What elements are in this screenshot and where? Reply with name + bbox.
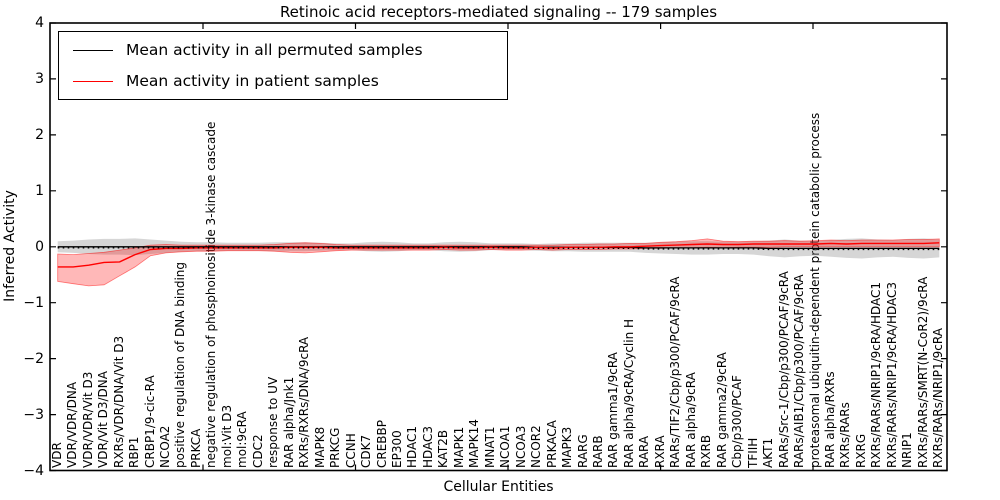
x-tick-label: RARA — [637, 435, 652, 468]
x-tick-label: NCOR2 — [529, 425, 544, 468]
x-tick-label: PRKACA — [544, 420, 559, 468]
y-tick-label: 4 — [35, 15, 44, 31]
x-tick-label: MAPK1 — [451, 426, 466, 468]
x-tick-label: HDAC1 — [405, 425, 420, 468]
x-tick-label: RARs/TIF2/Cbp/p300/PCAF/9cRA — [668, 276, 683, 468]
y-tick-label: −1 — [23, 294, 44, 311]
y-tick-label: 1 — [35, 182, 44, 199]
x-tick-label: VDR/Vit D3/DNA — [96, 371, 111, 468]
x-tick-label: RXRB — [699, 434, 714, 468]
y-tick-label: 3 — [35, 70, 44, 87]
x-tick-label: NRIP1 — [900, 432, 915, 468]
x-tick-label: RAR alpha/RXRs — [823, 371, 837, 468]
x-tick-label: RXRs/RARs/NRIP1/9cRA/HDAC1 — [869, 281, 884, 468]
x-tick-label: NCOA3 — [513, 425, 528, 468]
y-tick-label: 0 — [35, 238, 44, 255]
x-tick-label: RAR gamma1/9cRA — [606, 352, 621, 468]
x-tick-label: MAPK8 — [312, 426, 327, 468]
x-axis-label: Cellular Entities — [443, 479, 554, 495]
x-tick-label: NCOA2 — [157, 425, 172, 468]
x-tick-label: VDR/VDR/DNA — [65, 381, 80, 468]
x-tick-label: PRKCA — [188, 428, 203, 468]
legend-label: Mean activity in all permuted samples — [126, 41, 423, 59]
x-tick-label: CCNH — [343, 433, 358, 468]
x-tick-label: PRKCG — [328, 427, 343, 468]
x-tick-label: HDAC3 — [420, 425, 435, 468]
x-tick-label: RXRs/RARs/SMRT(N-CoR2)/9cRA — [915, 276, 930, 468]
x-tick-label: RAR gamma2/9cRA — [714, 352, 729, 468]
x-tick-label: RXRs/RARs/NRIP1/9cRA/HDAC3 — [884, 281, 899, 468]
x-tick-label: negative regulation of phosphoinositide … — [204, 121, 219, 468]
x-tick-label: MNAT1 — [482, 426, 497, 468]
x-tick-label: response to UV — [266, 376, 281, 468]
x-tick-label: MAPK14 — [467, 419, 482, 468]
chart-title: Retinoic acid receptors-mediated signali… — [279, 3, 718, 21]
x-tick-label: VDR — [49, 442, 64, 468]
x-tick-label: CDC2 — [250, 434, 265, 468]
x-tick-label: RAR alpha/9cRA — [683, 372, 698, 468]
legend-box: Mean activity in all permuted samples Me… — [58, 31, 508, 100]
x-tick-label: RARG — [575, 434, 590, 468]
x-tick-label: RARs/Src-1/Cbp/p300/PCAF/9cRA — [776, 271, 791, 468]
y-tick-label: −3 — [23, 406, 44, 423]
y-tick-label: −2 — [23, 350, 44, 367]
x-tick-label: proteasomal ubiquitin-dependent protein … — [807, 112, 822, 468]
x-tick-label: CRBP1/9-cic-RA — [142, 375, 157, 468]
y-tick-label: −4 — [23, 462, 44, 479]
x-tick-label: NCOA1 — [498, 425, 513, 468]
x-tick-label: CDK7 — [359, 434, 374, 468]
x-tick-label: RARs/AIB1/Cbp/p300/PCAF/9cRA — [792, 274, 807, 468]
x-tick-label: RXRs/RARs/NRIP1/9cRA — [931, 328, 946, 468]
x-tick-label: KAT2B — [436, 429, 451, 468]
y-tick-label: 2 — [35, 126, 44, 143]
x-tick-label: mol:Vit D3 — [219, 404, 234, 468]
x-tick-label: VDR/VDR/Vit D3 — [80, 371, 95, 468]
x-tick-label: RXRs/RXRs/DNA/9cRA — [297, 336, 312, 468]
x-tick-label: AKT1 — [761, 437, 776, 468]
x-tick-label: RAR alpha/9cRA/Cyclin H — [621, 318, 636, 468]
x-tick-label: EP300 — [389, 430, 404, 468]
legend-entry-permuted: Mean activity in all permuted samples — [59, 38, 507, 62]
legend-entry-patient: Mean activity in patient samples — [59, 69, 507, 93]
x-tick-label: CREBBP — [374, 420, 389, 468]
x-tick-label: RXRA — [652, 435, 667, 468]
x-tick-label: Cbp/p300/PCAF — [730, 375, 745, 468]
x-tick-label: RAR alpha/Jnk1 — [281, 376, 296, 468]
x-tick-label: positive regulation of DNA binding — [173, 262, 188, 468]
x-tick-label: MAPK3 — [560, 426, 575, 468]
y-axis-label: Inferred Activity — [2, 190, 18, 302]
x-tick-label: RXRG — [853, 433, 868, 468]
legend-label: Mean activity in patient samples — [126, 72, 379, 90]
x-tick-label: mol:9cRA — [235, 411, 250, 468]
x-tick-label: RXRs/RARs — [838, 402, 853, 468]
black-line-swatch-icon — [73, 49, 113, 51]
red-line-swatch-icon — [73, 80, 113, 82]
x-tick-label: RARB — [591, 435, 606, 468]
x-tick-label: TFIIH — [745, 437, 760, 468]
x-tick-label: RXRs/VDR/DNA/Vit D3 — [111, 335, 126, 468]
x-tick-label: RBP1 — [127, 436, 142, 468]
